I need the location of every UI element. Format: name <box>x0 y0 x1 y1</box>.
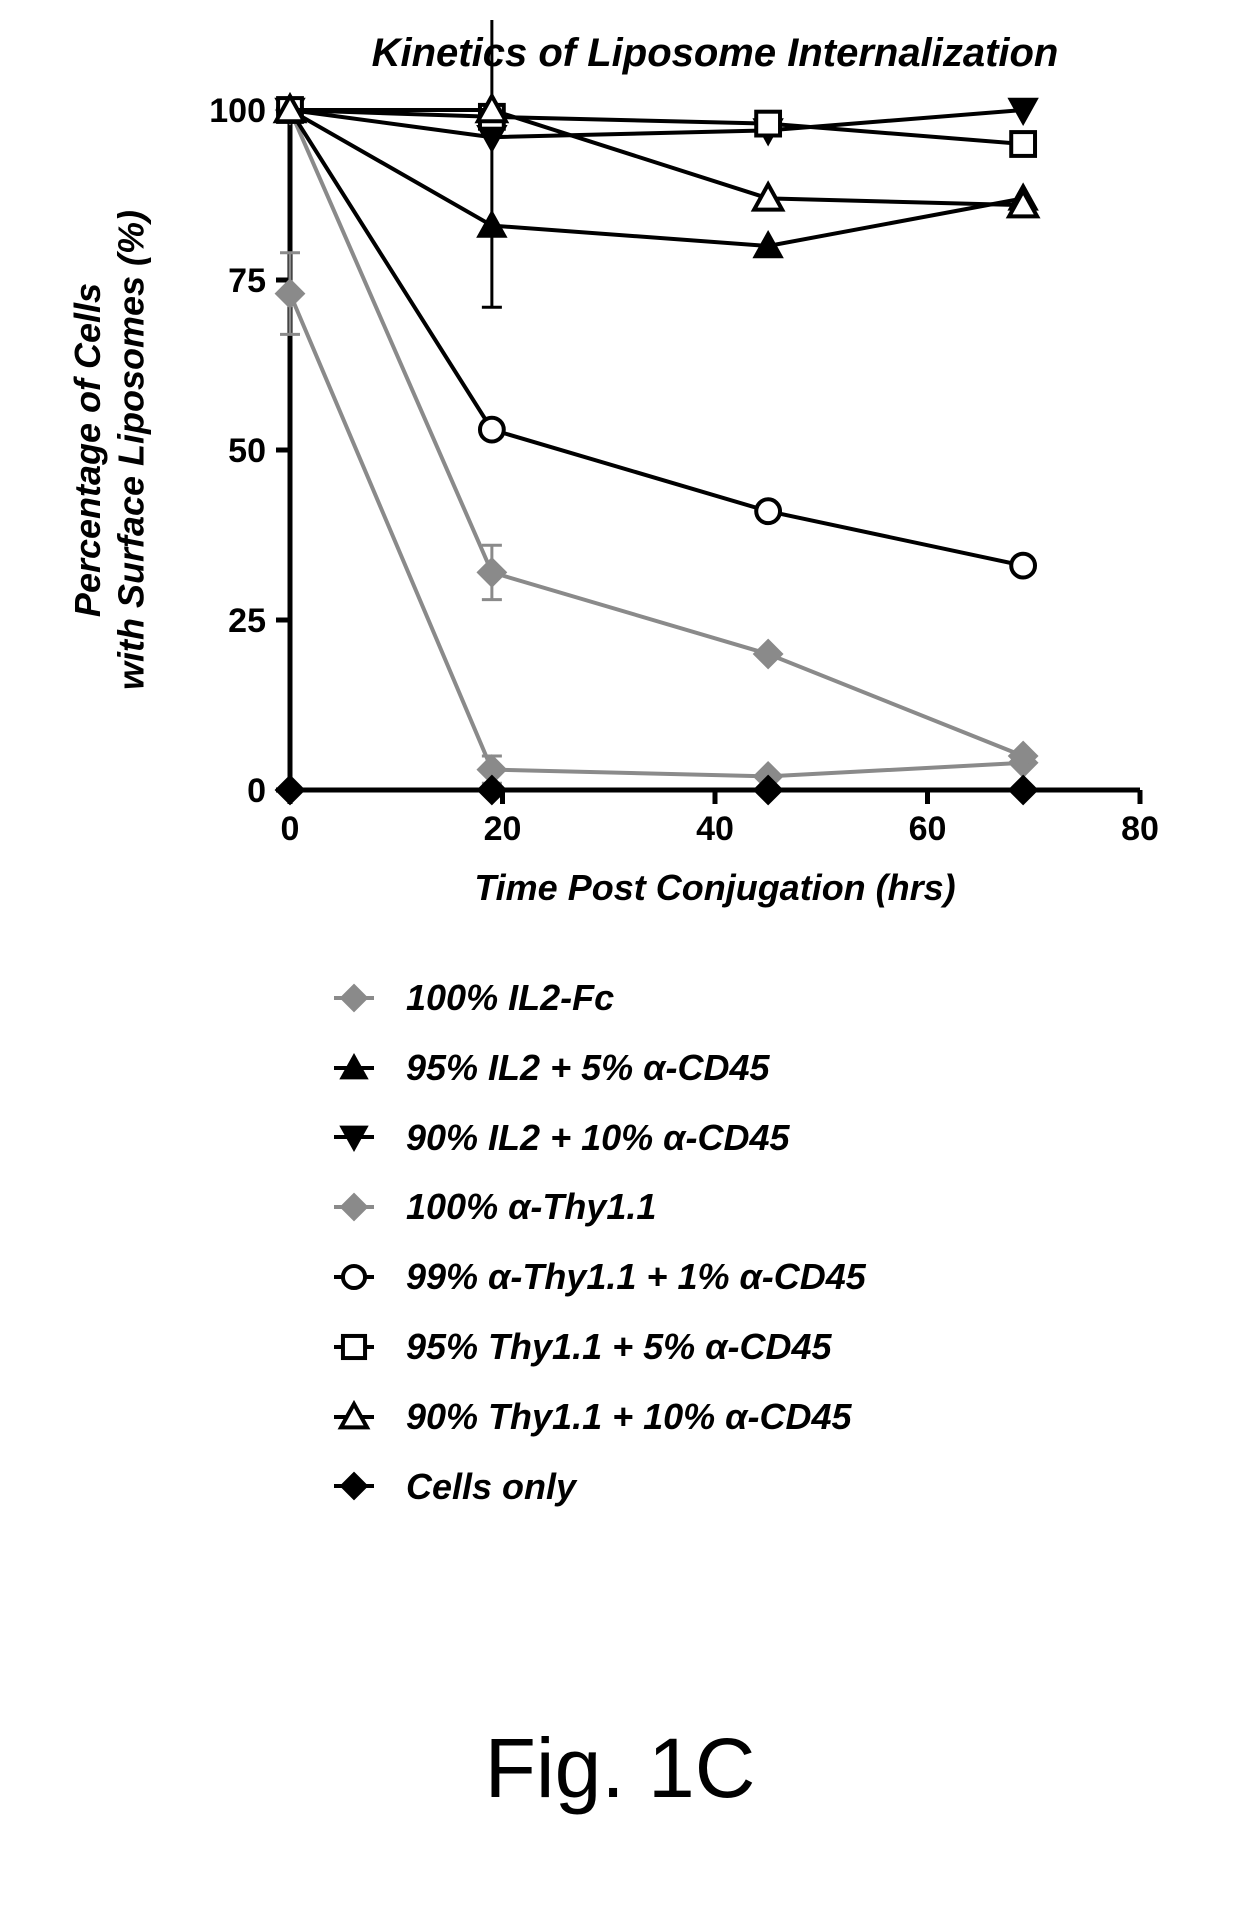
x-tick-label: 60 <box>909 810 947 848</box>
y-tick-label: 25 <box>228 602 266 640</box>
legend-label: 100% IL2-Fc <box>406 970 614 1026</box>
legend-marker-icon <box>330 974 378 1022</box>
legend-label: 99% α-Thy1.1 + 1% α-CD45 <box>406 1249 866 1305</box>
y-tick-label: 50 <box>228 432 266 470</box>
legend-item: 100% IL2-Fc <box>330 970 866 1026</box>
legend-label: 90% IL2 + 10% α-CD45 <box>406 1110 790 1166</box>
legend-label: 90% Thy1.1 + 10% α-CD45 <box>406 1389 852 1445</box>
legend-marker-icon <box>330 1113 378 1161</box>
legend-label: 95% Thy1.1 + 5% α-CD45 <box>406 1319 832 1375</box>
legend-marker-icon <box>330 1323 378 1371</box>
y-axis-label: Percentage of Cellswith Surface Liposome… <box>67 210 151 690</box>
series <box>276 253 1037 791</box>
legend-marker-icon <box>330 1462 378 1510</box>
legend-marker-icon <box>330 1183 378 1231</box>
y-tick-label: 75 <box>228 262 266 300</box>
legend-item: 95% Thy1.1 + 5% α-CD45 <box>330 1319 866 1375</box>
legend-marker-icon <box>330 1393 378 1441</box>
x-axis-label: Time Post Conjugation (hrs) <box>474 867 955 908</box>
legend-item: Cells only <box>330 1459 866 1515</box>
series <box>276 99 1037 151</box>
legend-item: 95% IL2 + 5% α-CD45 <box>330 1040 866 1096</box>
series <box>276 96 1037 770</box>
kinetics-chart: Kinetics of Liposome Internalization 0 20 4… <box>60 20 1180 940</box>
legend-item: 90% IL2 + 10% α-CD45 <box>330 1110 866 1166</box>
x-tick-label: 0 <box>281 810 300 848</box>
x-tick-label: 40 <box>696 810 734 848</box>
chart-legend: 100% IL2-Fc 95% IL2 + 5% α-CD45 90% IL2 + … <box>330 970 866 1528</box>
chart-title: Kinetics of Liposome Internalization <box>372 31 1059 75</box>
y-tick-label: 100 <box>209 92 266 130</box>
series <box>276 776 1037 804</box>
legend-label: 100% α-Thy1.1 <box>406 1179 656 1235</box>
legend-item: 90% Thy1.1 + 10% α-CD45 <box>330 1389 866 1445</box>
figure-label: Fig. 1C <box>0 1720 1240 1817</box>
chart-container: Kinetics of Liposome Internalization 0 20 4… <box>60 20 1180 945</box>
legend-label: Cells only <box>406 1459 576 1515</box>
legend-label: 95% IL2 + 5% α-CD45 <box>406 1040 769 1096</box>
y-tick-label: 0 <box>247 772 266 810</box>
legend-item: 99% α-Thy1.1 + 1% α-CD45 <box>330 1249 866 1305</box>
legend-marker-icon <box>330 1253 378 1301</box>
legend-marker-icon <box>330 1044 378 1092</box>
x-tick-label: 80 <box>1121 810 1159 848</box>
legend-item: 100% α-Thy1.1 <box>330 1179 866 1235</box>
x-tick-label: 20 <box>484 810 522 848</box>
